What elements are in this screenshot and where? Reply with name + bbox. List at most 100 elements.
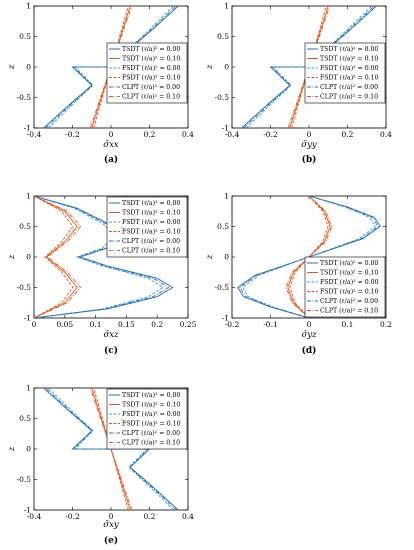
legend-label: TSDT (ℓ/a)² = 0.10 — [122, 56, 180, 63]
x-axis-label: σ̄yz — [301, 330, 317, 340]
panel-caption: (b) — [302, 154, 317, 165]
series-clpt-000 — [243, 6, 375, 128]
x-tick-label: -0.2 — [65, 130, 80, 139]
x-tick-label: 0 — [109, 512, 114, 521]
panel-a: -0.4 -0.2 0 0.2 0.4 -1 -0.5 0 0.5 1 z σ̄xx (a) TSDT (… — [7, 2, 194, 165]
x-tick-label: -0.4 — [27, 130, 42, 139]
y-axis-label: z — [7, 64, 17, 70]
legend-label: TSDT (ℓ/a)² = 0.10 — [122, 210, 180, 217]
y-tick-label: 0.5 — [217, 32, 229, 41]
legend-label: TSDT (ℓ/a)² = 0.10 — [122, 402, 180, 409]
panel-caption: (a) — [104, 154, 118, 165]
x-tick-label: 0 — [109, 130, 114, 139]
legend-box — [304, 42, 386, 104]
x-tick-label: 0.4 — [182, 130, 194, 139]
series-tsdt-010 — [34, 196, 78, 318]
x-tick-label: 0.2 — [151, 320, 163, 329]
panel-e: -0.4 -0.2 0 0.2 0.4 -1 -0.5 0 0.5 1 z σ̄xy (e) TSDT (… — [7, 384, 194, 546]
x-tick-label: 0 — [32, 320, 37, 329]
y-tick-label: 1 — [26, 192, 31, 201]
y-tick-label: 0.5 — [19, 222, 31, 231]
plot-area — [34, 196, 174, 318]
y-axis-label: z — [205, 64, 215, 70]
legend: TSDT (ℓ/a)² = 0.00 TSDT (ℓ/a)² = 0.10 FSDT… — [106, 196, 188, 258]
y-tick-label: -1 — [24, 506, 31, 515]
x-tick-label: -0.2 — [263, 130, 278, 139]
legend-label: FSDT (ℓ/a)² = 0.00 — [122, 65, 181, 72]
legend-box — [304, 256, 386, 318]
x-tick-label: 0 — [307, 130, 312, 139]
y-tick-label: -0.5 — [215, 283, 230, 292]
legend: TSDT (ℓ/a)² = 0.00 TSDT (ℓ/a)² = 0.10 FSDT… — [304, 256, 386, 318]
legend: TSDT (ℓ/a)² = 0.00 TSDT (ℓ/a)² = 0.10 FSDT… — [106, 388, 188, 450]
legend-label: CLPT (ℓ/a)² = 0.10 — [320, 308, 378, 315]
x-tick-label: 0 — [307, 320, 312, 329]
legend-label: FSDT (ℓ/a)² = 0.00 — [320, 65, 379, 72]
x-tick-label: 0.25 — [180, 320, 197, 329]
panel-d: -0.2 -0.1 0 0.1 0.2 -1 -0.5 0 0.5 1 z σ̄yz (d) TSDT (… — [205, 192, 392, 356]
legend-label: FSDT (ℓ/a)² = 0.10 — [320, 289, 379, 296]
x-tick-label: -0.1 — [263, 320, 277, 329]
x-tick-label: 0.2 — [342, 130, 354, 139]
x-tick-label: 0.1 — [342, 320, 354, 329]
x-axis-label: σ̄xz — [103, 330, 119, 340]
legend-label: FSDT (ℓ/a)² = 0.00 — [122, 219, 181, 226]
series-clpt-000 — [45, 388, 177, 510]
series-clpt-000 — [34, 196, 170, 318]
legend-box — [106, 388, 188, 450]
y-tick-label: 1 — [224, 2, 229, 11]
x-tick-label: 0.4 — [182, 512, 194, 521]
x-tick-label: 0.2 — [144, 512, 156, 521]
legend-label: FSDT (ℓ/a)² = 0.10 — [122, 75, 181, 82]
y-tick-label: -1 — [24, 314, 31, 323]
panel-b: -0.4 -0.2 0 0.2 0.4 -1 -0.5 0 0.5 1 z σ̄yy (b) TSDT (… — [205, 2, 392, 165]
legend-label: FSDT (ℓ/a)² = 0.10 — [122, 229, 181, 236]
y-tick-label: 0.5 — [19, 414, 31, 423]
y-tick-label: -1 — [24, 124, 31, 133]
y-tick-label: -1 — [222, 124, 229, 133]
y-tick-label: 0 — [224, 63, 229, 72]
y-tick-label: -0.5 — [215, 93, 230, 102]
legend-label: TSDT (ℓ/a)² = 0.00 — [122, 392, 180, 399]
x-tick-label: 0.15 — [118, 320, 135, 329]
x-tick-label: -0.4 — [27, 512, 42, 521]
legend-label: TSDT (ℓ/a)² = 0.10 — [320, 270, 378, 277]
x-axis-label: σ̄xy — [103, 520, 119, 530]
x-tick-label: 0.1 — [90, 320, 102, 329]
series-clpt-010 — [34, 196, 82, 318]
legend-label: TSDT (ℓ/a)² = 0.00 — [122, 46, 180, 53]
panel-caption: (c) — [104, 345, 118, 356]
legend-label: TSDT (ℓ/a)² = 0.00 — [122, 200, 180, 207]
x-tick-label: 0.2 — [144, 130, 156, 139]
x-tick-label: -0.4 — [225, 130, 240, 139]
y-axis-label: z — [7, 254, 17, 260]
legend-label: TSDT (ℓ/a)² = 0.10 — [320, 56, 378, 63]
y-tick-label: -0.5 — [17, 475, 32, 484]
legend-label: CLPT (ℓ/a)² = 0.00 — [320, 298, 378, 305]
y-tick-label: -0.5 — [17, 283, 32, 292]
legend-label: CLPT (ℓ/a)² = 0.10 — [122, 248, 180, 255]
y-tick-label: 0 — [26, 253, 31, 262]
legend-box — [106, 42, 188, 104]
y-tick-label: 0 — [26, 63, 31, 72]
series-fsdt-010 — [34, 196, 74, 318]
legend-label: CLPT (ℓ/a)² = 0.00 — [122, 84, 180, 91]
y-tick-label: 0 — [224, 253, 229, 262]
y-axis-label: z — [7, 446, 17, 452]
panel-c: 0 0.05 0.1 0.15 0.2 0.25 -1 -0.5 0 0.5 1 z σ̄xz (c) TS… — [7, 192, 197, 356]
x-tick-label: 0.2 — [380, 320, 392, 329]
legend-label: FSDT (ℓ/a)² = 0.10 — [320, 75, 379, 82]
y-tick-label: 1 — [224, 192, 229, 201]
legend-label: CLPT (ℓ/a)² = 0.00 — [320, 84, 378, 91]
legend: TSDT (ℓ/a)² = 0.00 TSDT (ℓ/a)² = 0.10 FSDT… — [106, 42, 188, 104]
series-clpt-000 — [45, 6, 177, 128]
legend-label: FSDT (ℓ/a)² = 0.00 — [122, 411, 181, 418]
y-tick-label: -1 — [222, 314, 229, 323]
y-tick-label: 1 — [26, 2, 31, 11]
x-tick-label: -0.2 — [65, 512, 80, 521]
x-axis-label: σ̄xx — [103, 140, 119, 150]
panel-caption: (d) — [302, 345, 317, 356]
legend-label: FSDT (ℓ/a)² = 0.00 — [320, 279, 379, 286]
legend-label: CLPT (ℓ/a)² = 0.10 — [122, 440, 180, 447]
